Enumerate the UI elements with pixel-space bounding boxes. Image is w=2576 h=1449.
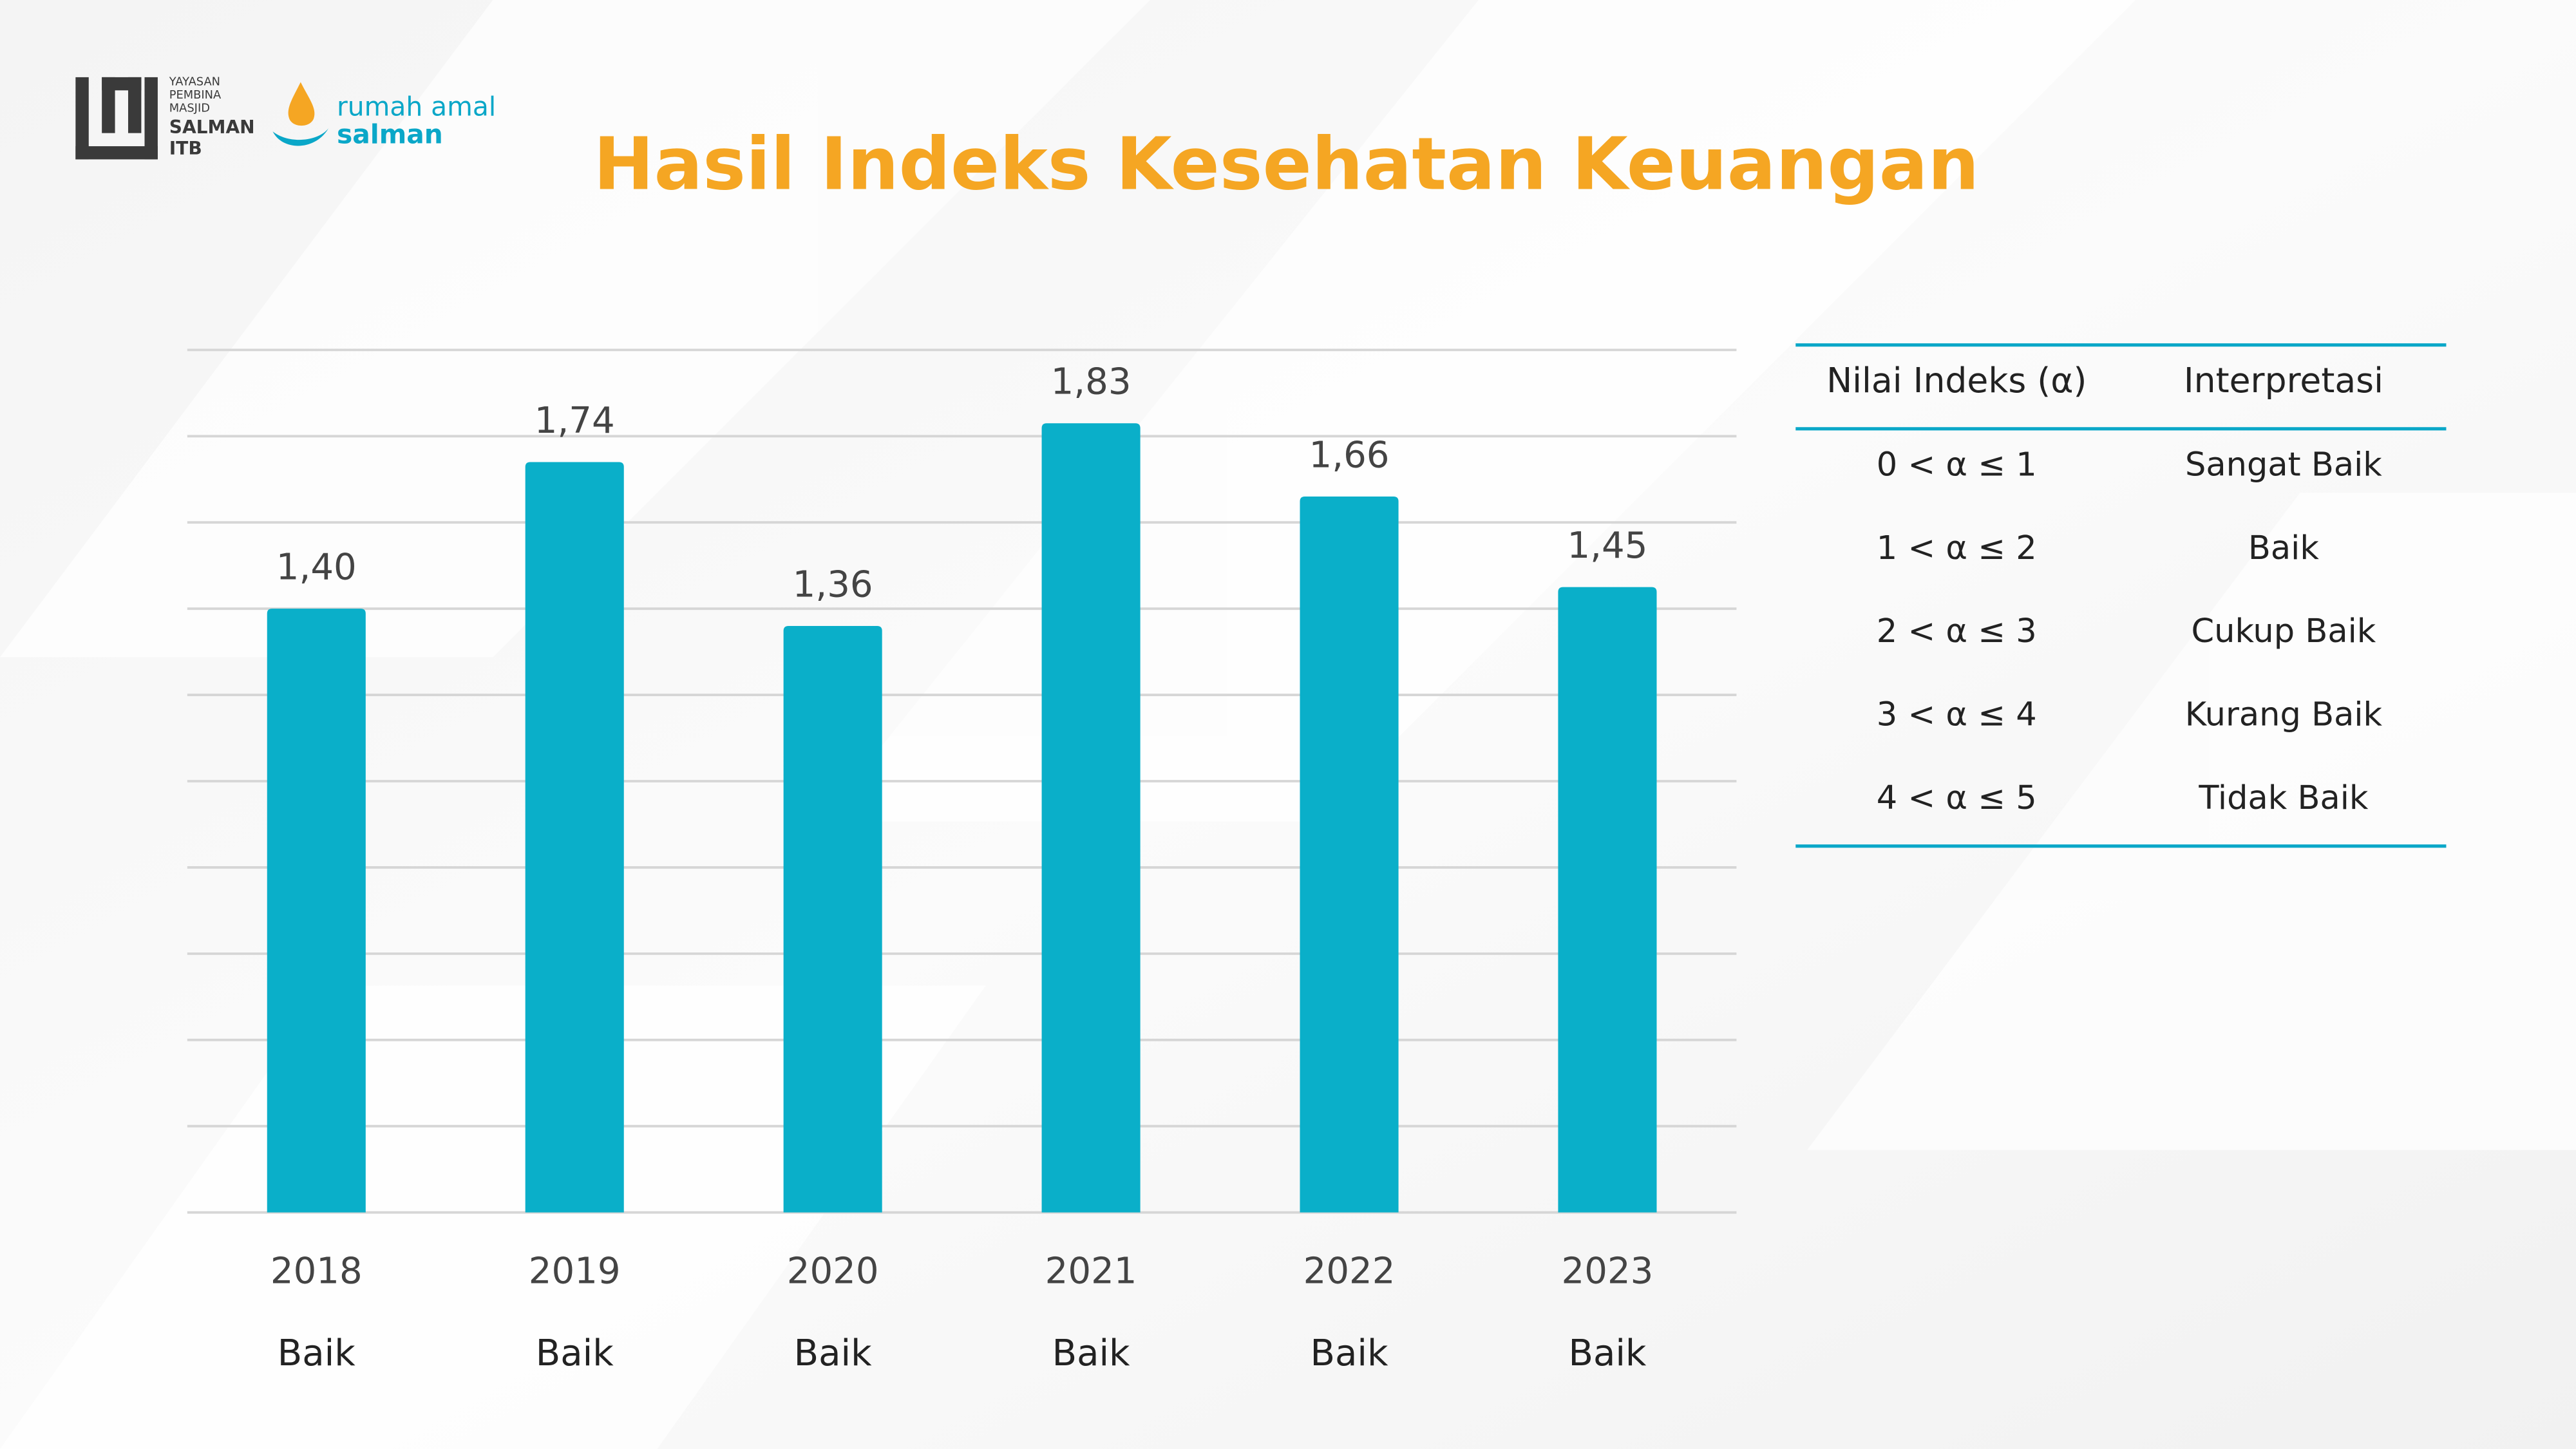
table-cell: Sangat Baik — [2185, 446, 2382, 484]
bar — [783, 625, 882, 1213]
table-cell: Cukup Baik — [2191, 612, 2376, 650]
bar — [1300, 497, 1399, 1213]
logo-org-line: ITB — [169, 138, 202, 159]
x-tick-label: 2019 — [529, 1251, 621, 1293]
x-tick-label: 2021 — [1045, 1251, 1137, 1293]
interpretation-label: Baik — [794, 1332, 872, 1374]
interpretation-label: Baik — [1311, 1332, 1388, 1374]
table-cell: 2 < α ≤ 3 — [1877, 612, 2037, 650]
x-tick-label: 2022 — [1303, 1251, 1396, 1293]
table-cell: Tidak Baik — [2198, 779, 2369, 817]
logo-salman — [75, 77, 158, 160]
logo-org-line: MASJID — [169, 101, 210, 115]
table-cell: 1 < α ≤ 2 — [1877, 529, 2037, 567]
interpretation-label: Baik — [536, 1332, 614, 1374]
logo-org-line: SALMAN — [169, 117, 255, 138]
x-tick-label: 2020 — [787, 1251, 879, 1293]
table-cell: Kurang Baik — [2185, 696, 2383, 734]
table-cell: 4 < α ≤ 5 — [1877, 779, 2037, 817]
interpretation-label: Baik — [278, 1332, 355, 1374]
table-header: Interpretasi — [2184, 360, 2383, 401]
bar — [267, 609, 366, 1213]
logo-org-line: YAYASAN — [169, 75, 220, 89]
table-cell: 3 < α ≤ 4 — [1877, 696, 2037, 734]
logo-rumah-amal — [272, 82, 329, 146]
table-header: Nilai Indeks (α) — [1826, 360, 2087, 401]
value-label: 1,83 — [1051, 361, 1132, 403]
bar — [1558, 587, 1657, 1213]
interpretation-label: Baik — [1052, 1332, 1130, 1374]
value-label: 1,74 — [535, 400, 615, 442]
logo-brand: rumah amal — [337, 91, 496, 122]
x-tick-label: 2018 — [270, 1251, 363, 1293]
table-cell: 0 < α ≤ 1 — [1877, 446, 2037, 484]
value-label: 1,40 — [276, 547, 357, 589]
bar — [1041, 423, 1141, 1213]
interpretation-label: Baik — [1568, 1332, 1646, 1374]
value-label: 1,36 — [793, 564, 873, 605]
value-label: 1,45 — [1567, 525, 1647, 567]
logo-brand: salman — [337, 119, 443, 150]
table-cell: Baik — [2248, 529, 2319, 567]
logo-org-line: PEMBINA — [169, 88, 222, 102]
x-tick-label: 2023 — [1562, 1251, 1654, 1293]
chart-title: Hasil Indeks Kesehatan Keuangan — [594, 123, 1980, 207]
value-label: 1,66 — [1309, 434, 1390, 476]
bar — [525, 462, 624, 1213]
